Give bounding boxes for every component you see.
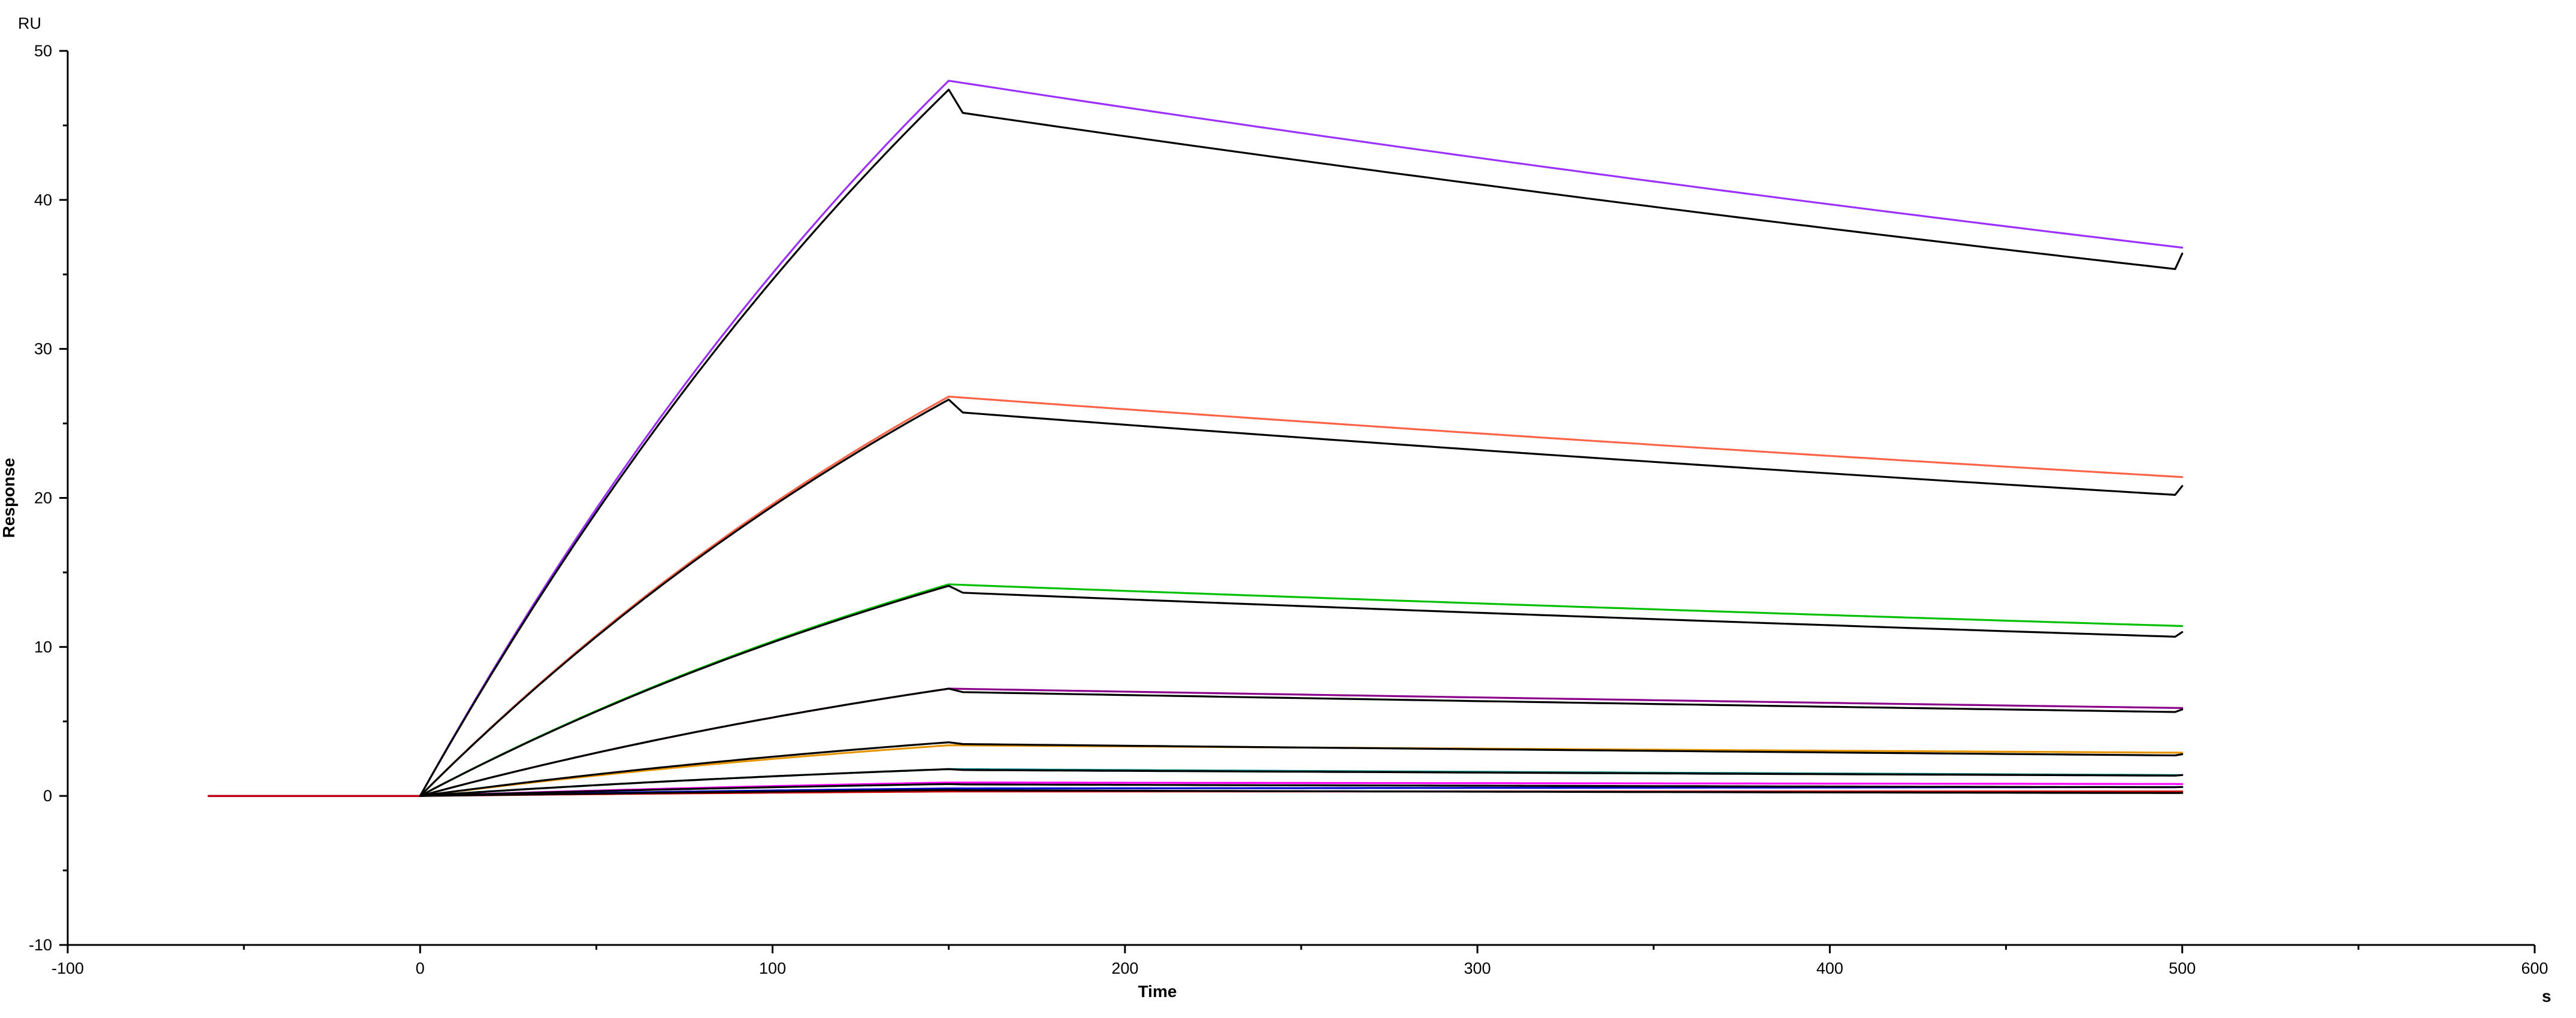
fit-line-7 [419, 783, 2184, 797]
y-tick-label: 30 [34, 340, 52, 358]
fit-line-3 [419, 584, 2184, 797]
x-tick-label: 600 [2521, 959, 2548, 977]
y-unit-label: RU [18, 14, 41, 32]
fit-line-1 [419, 89, 2184, 797]
x-tick-label: 300 [1464, 959, 1491, 977]
x-tick-label: 200 [1111, 959, 1138, 977]
x-tick-label: 500 [2169, 959, 2196, 977]
fit-curves-group [419, 89, 2184, 797]
fit-line-4 [419, 687, 2184, 797]
x-axis-title: Time [1138, 982, 1177, 1001]
y-tick-label: 0 [43, 787, 52, 805]
x-tick-label: 400 [1816, 959, 1843, 977]
y-tick-label: 50 [34, 42, 52, 60]
x-unit-label: s [2542, 987, 2551, 1005]
fit-line-2 [419, 398, 2184, 797]
series-line-3 [207, 583, 2184, 797]
x-tick-label: -100 [52, 959, 84, 977]
series-line-1 [207, 80, 2184, 797]
series-line-2 [207, 395, 2184, 797]
series-line-4 [207, 687, 2184, 797]
fit-line-8 [419, 789, 2184, 797]
series-line-5 [207, 744, 2184, 797]
y-tick-label: 10 [34, 638, 52, 656]
series-group [207, 80, 2184, 797]
x-tick-label: 100 [759, 959, 786, 977]
x-tick-label: 0 [416, 959, 425, 977]
axes-group [66, 51, 2535, 946]
y-tick-label: -10 [29, 936, 52, 954]
fit-line-5 [419, 741, 2184, 797]
fit-line-6 [419, 768, 2184, 797]
y-tick-label: 40 [34, 191, 52, 209]
y-axis-title: Response [0, 458, 18, 538]
y-tick-label: 20 [34, 489, 52, 507]
